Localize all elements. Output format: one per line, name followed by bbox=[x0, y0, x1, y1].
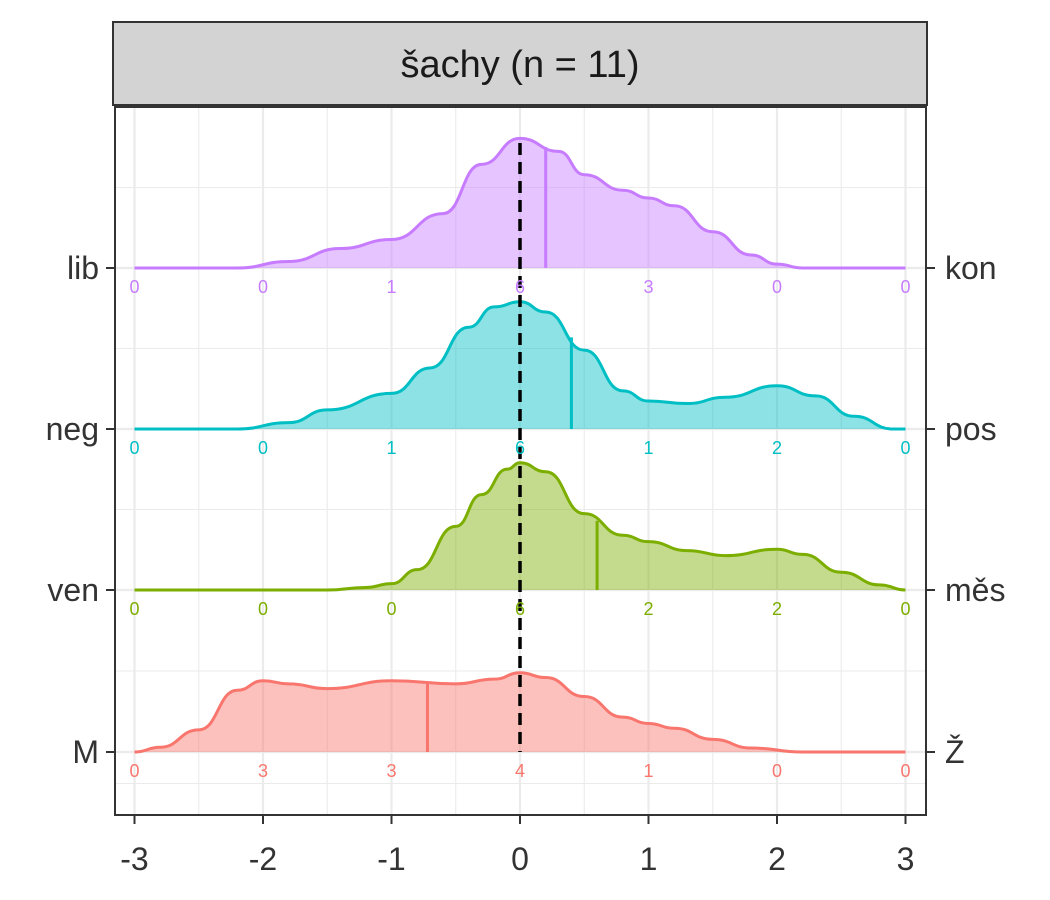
ridge-fill-M bbox=[134, 672, 906, 752]
count-label: 1 bbox=[643, 438, 653, 458]
count-label: 0 bbox=[386, 599, 396, 619]
ridge-line-ven bbox=[134, 461, 906, 592]
x-tick-label: -3 bbox=[120, 841, 148, 877]
count-label: 6 bbox=[515, 599, 525, 619]
count-label: 0 bbox=[900, 761, 910, 781]
count-label: 4 bbox=[515, 761, 525, 781]
count-labels: 0 3 3 4 1 0 0 0 0 0 6 2 2 0 0 0 1 6 1 2 0 0 0 1 6 3 0 0 bbox=[129, 277, 910, 781]
x-tick-label: 3 bbox=[897, 841, 915, 877]
count-label: 2 bbox=[772, 438, 782, 458]
count-label: 3 bbox=[386, 761, 396, 781]
count-label: 6 bbox=[515, 438, 525, 458]
x-tick-label: 1 bbox=[640, 841, 658, 877]
ridge-line-neg bbox=[134, 300, 906, 431]
count-label: 0 bbox=[258, 277, 268, 297]
count-label: 2 bbox=[772, 599, 782, 619]
left-label-M: M bbox=[72, 734, 99, 770]
right-label-měs: měs bbox=[945, 572, 1005, 608]
count-label: 2 bbox=[643, 599, 653, 619]
left-label-ven: ven bbox=[47, 572, 99, 608]
ridge-fill-neg bbox=[134, 301, 906, 429]
right-label-Ž: Ž bbox=[945, 734, 965, 770]
count-label: 1 bbox=[386, 438, 396, 458]
count-label: 0 bbox=[129, 277, 139, 297]
count-label: 0 bbox=[772, 277, 782, 297]
right-label-kon: kon bbox=[945, 250, 997, 286]
x-tick-label: 0 bbox=[511, 841, 529, 877]
count-label: 0 bbox=[900, 599, 910, 619]
ridge-line-lib bbox=[134, 136, 906, 270]
count-label: 1 bbox=[643, 761, 653, 781]
left-label-lib: lib bbox=[67, 250, 99, 286]
count-label: 0 bbox=[900, 277, 910, 297]
count-label: 0 bbox=[772, 761, 782, 781]
x-tick-label: -1 bbox=[377, 841, 405, 877]
count-label: 0 bbox=[900, 438, 910, 458]
count-label: 0 bbox=[258, 599, 268, 619]
ridge-line-M bbox=[134, 671, 906, 754]
count-label: 3 bbox=[258, 761, 268, 781]
count-label: 0 bbox=[258, 438, 268, 458]
facet-title: šachy (n = 11) bbox=[400, 44, 639, 86]
count-label: 3 bbox=[643, 277, 653, 297]
left-label-neg: neg bbox=[46, 411, 99, 447]
count-label: 6 bbox=[515, 277, 525, 297]
count-label: 0 bbox=[129, 599, 139, 619]
right-label-pos: pos bbox=[945, 411, 997, 447]
x-tick-label: -2 bbox=[249, 841, 277, 877]
count-label: 1 bbox=[386, 277, 396, 297]
x-tick-label: 2 bbox=[768, 841, 786, 877]
count-label: 0 bbox=[129, 438, 139, 458]
count-label: 0 bbox=[129, 761, 139, 781]
strip-background bbox=[112, 21, 928, 106]
